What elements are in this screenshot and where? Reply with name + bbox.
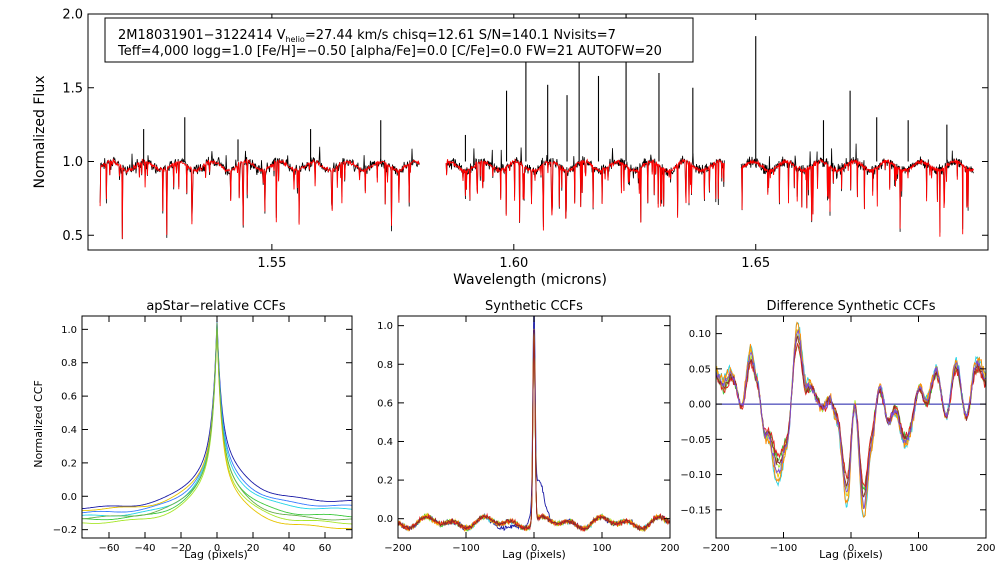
synthetic-ccf-y-tick-label: 0.2 [377,476,393,487]
annotation-frame [104,17,694,63]
difference-ccf-y-tick-label: −0.15 [680,505,711,516]
spectrum-y-tick-label: 2.0 [62,8,83,23]
apstar-ccf-x-tick-label: −40 [134,543,155,554]
apstar-ccf-y-tick-label: 0.2 [61,458,77,469]
annotation-line-2: Teff=4,000 logg=1.0 [Fe/H]=−0.50 [alpha/… [117,44,662,59]
spectrum-panel: 1.55 1.60 1.65 0.5 1.0 1.5 2.0 Wavelength (mic… [32,8,989,288]
apstar-ccf-title: apStar−relative CCFs [146,299,286,314]
synthetic-ccf-ticks: −200 −100 0 100 200 0.0 0.2 0.4 0.6 0.8 1.0 [377,316,680,554]
annotation-line-1: 2M18031901−3122414 Vhelio=27.44 km/s chi… [118,28,616,44]
synthetic-ccf-y-tick-label: 1.0 [377,321,393,332]
synthetic-ccf-x-tick-label: −200 [384,543,411,554]
spectrum-model-chip-1 [99,158,420,239]
apstar-ccf-y-tick-label: −0.2 [53,525,77,536]
spectrum-x-tick-label: 1.60 [499,256,528,271]
apstar-ccf-y-axis-label: Normalized CCF [32,380,45,468]
synthetic-ccf-x-tick-label: −100 [452,543,479,554]
synthetic-ccf-x-tick-label: 0 [531,543,537,554]
synthetic-ccf-y-tick-label: 0.4 [377,437,393,448]
spectrum-y-tick-label: 1.0 [62,155,83,170]
annotation-vhelio-subscript: helio [285,35,304,44]
spectrum-plot-area [99,14,974,240]
apstar-ccf-x-tick-label: 0 [214,543,220,554]
synthetic-ccf-panel: Synthetic CCFs −200 −100 0 100 200 0.0 0.2 0.4 0… [377,299,679,561]
difference-ccf-y-tick-label: −0.10 [680,470,711,481]
apstar-ccf-y-tick-label: 0.8 [61,358,77,369]
spectrum-x-tick-label: 1.65 [741,256,770,271]
synthetic-ccf-x-axis-label: Lag (pixels) [502,548,566,561]
apstar-ccf-y-tick-label: 0.0 [61,492,77,503]
synthetic-ccf-y-tick-label: 0.8 [377,360,393,371]
apstar-ccf-y-tick-label: 0.6 [61,392,77,403]
spectrum-x-axis-label: Wavelength (microns) [453,272,607,288]
spectrum-y-tick-label: 0.5 [62,229,83,244]
apstar-ccf-x-axis-label: Lag (pixels) [184,548,248,561]
difference-ccf-x-axis-label: Lag (pixels) [819,548,883,561]
spectrum-x-tick-label: 1.55 [257,256,286,271]
difference-ccf-line-8 [716,329,986,510]
apstar-ccf-line-7 [82,322,352,521]
difference-ccf-panel: Difference Synthetic CCFs −200 −100 0 100 20… [680,299,995,561]
difference-ccf-y-tick-label: 0.05 [689,364,711,375]
spectrum-ticks: 1.55 1.60 1.65 0.5 1.0 1.5 2.0 [62,8,988,271]
synthetic-ccf-line-8 [398,329,670,533]
apstar-ccf-x-tick-label: 60 [319,543,332,554]
difference-ccf-x-tick-label: 100 [909,543,928,554]
synthetic-ccf-x-tick-label: 200 [660,543,679,554]
apstar-ccf-x-tick-label: 40 [283,543,296,554]
difference-ccf-x-tick-label: 200 [976,543,995,554]
spectrum-axes-frame [87,13,989,251]
apstar-ccf-ticks: −60 −40 −20 0 20 40 60 −0.2 0.0 0.2 0.4 0.6 0.8 1.0 [53,316,352,554]
difference-ccf-title: Difference Synthetic CCFs [766,299,935,314]
difference-ccf-plot-area [716,321,986,519]
difference-ccf-y-tick-label: 0.00 [689,400,711,411]
synthetic-ccf-plot-area [398,316,670,533]
spectrum-y-axis-label: Normalized Flux [32,76,48,189]
apstar-ccf-y-tick-label: 1.0 [61,325,77,336]
difference-ccf-y-tick-label: −0.05 [680,435,711,446]
difference-ccf-x-tick-label: −200 [702,543,729,554]
apstar-ccf-x-tick-label: 20 [247,543,260,554]
difference-ccf-ticks: −200 −100 0 100 200 −0.15 −0.10 −0.05 0.00 0.05 0.… [680,316,996,554]
apstar-ccf-x-tick-label: −60 [98,543,119,554]
difference-ccf-x-tick-label: −100 [770,543,797,554]
synthetic-ccf-y-tick-label: 0.6 [377,398,393,409]
annotation-stats: =27.44 km/s chisq=12.61 S/N=140.1 Nvisit… [305,28,616,43]
annotation-star-id: 2M18031901−3122414 V [118,28,286,43]
spectrum-y-tick-label: 1.5 [62,81,83,96]
synthetic-ccf-y-tick-label: 0.0 [377,514,393,525]
spectrum-annotation-box: 2M18031901−3122414 Vhelio=27.44 km/s chi… [104,17,694,63]
difference-ccf-y-tick-label: 0.10 [689,329,711,340]
synthetic-ccf-title: Synthetic CCFs [485,299,583,314]
synthetic-ccf-x-tick-label: 100 [592,543,611,554]
difference-ccf-x-tick-label: 0 [848,543,854,554]
apstar-ccf-panel: apStar−relative CCFs −60 −40 −20 0 20 40 60 −0.… [32,299,353,561]
apstar-ccf-y-tick-label: 0.4 [61,425,77,436]
spectrum-model-chip-2 [445,158,725,231]
apstar-ccf-x-tick-label: −20 [170,543,191,554]
spectrum-model-chip-3 [740,158,974,237]
